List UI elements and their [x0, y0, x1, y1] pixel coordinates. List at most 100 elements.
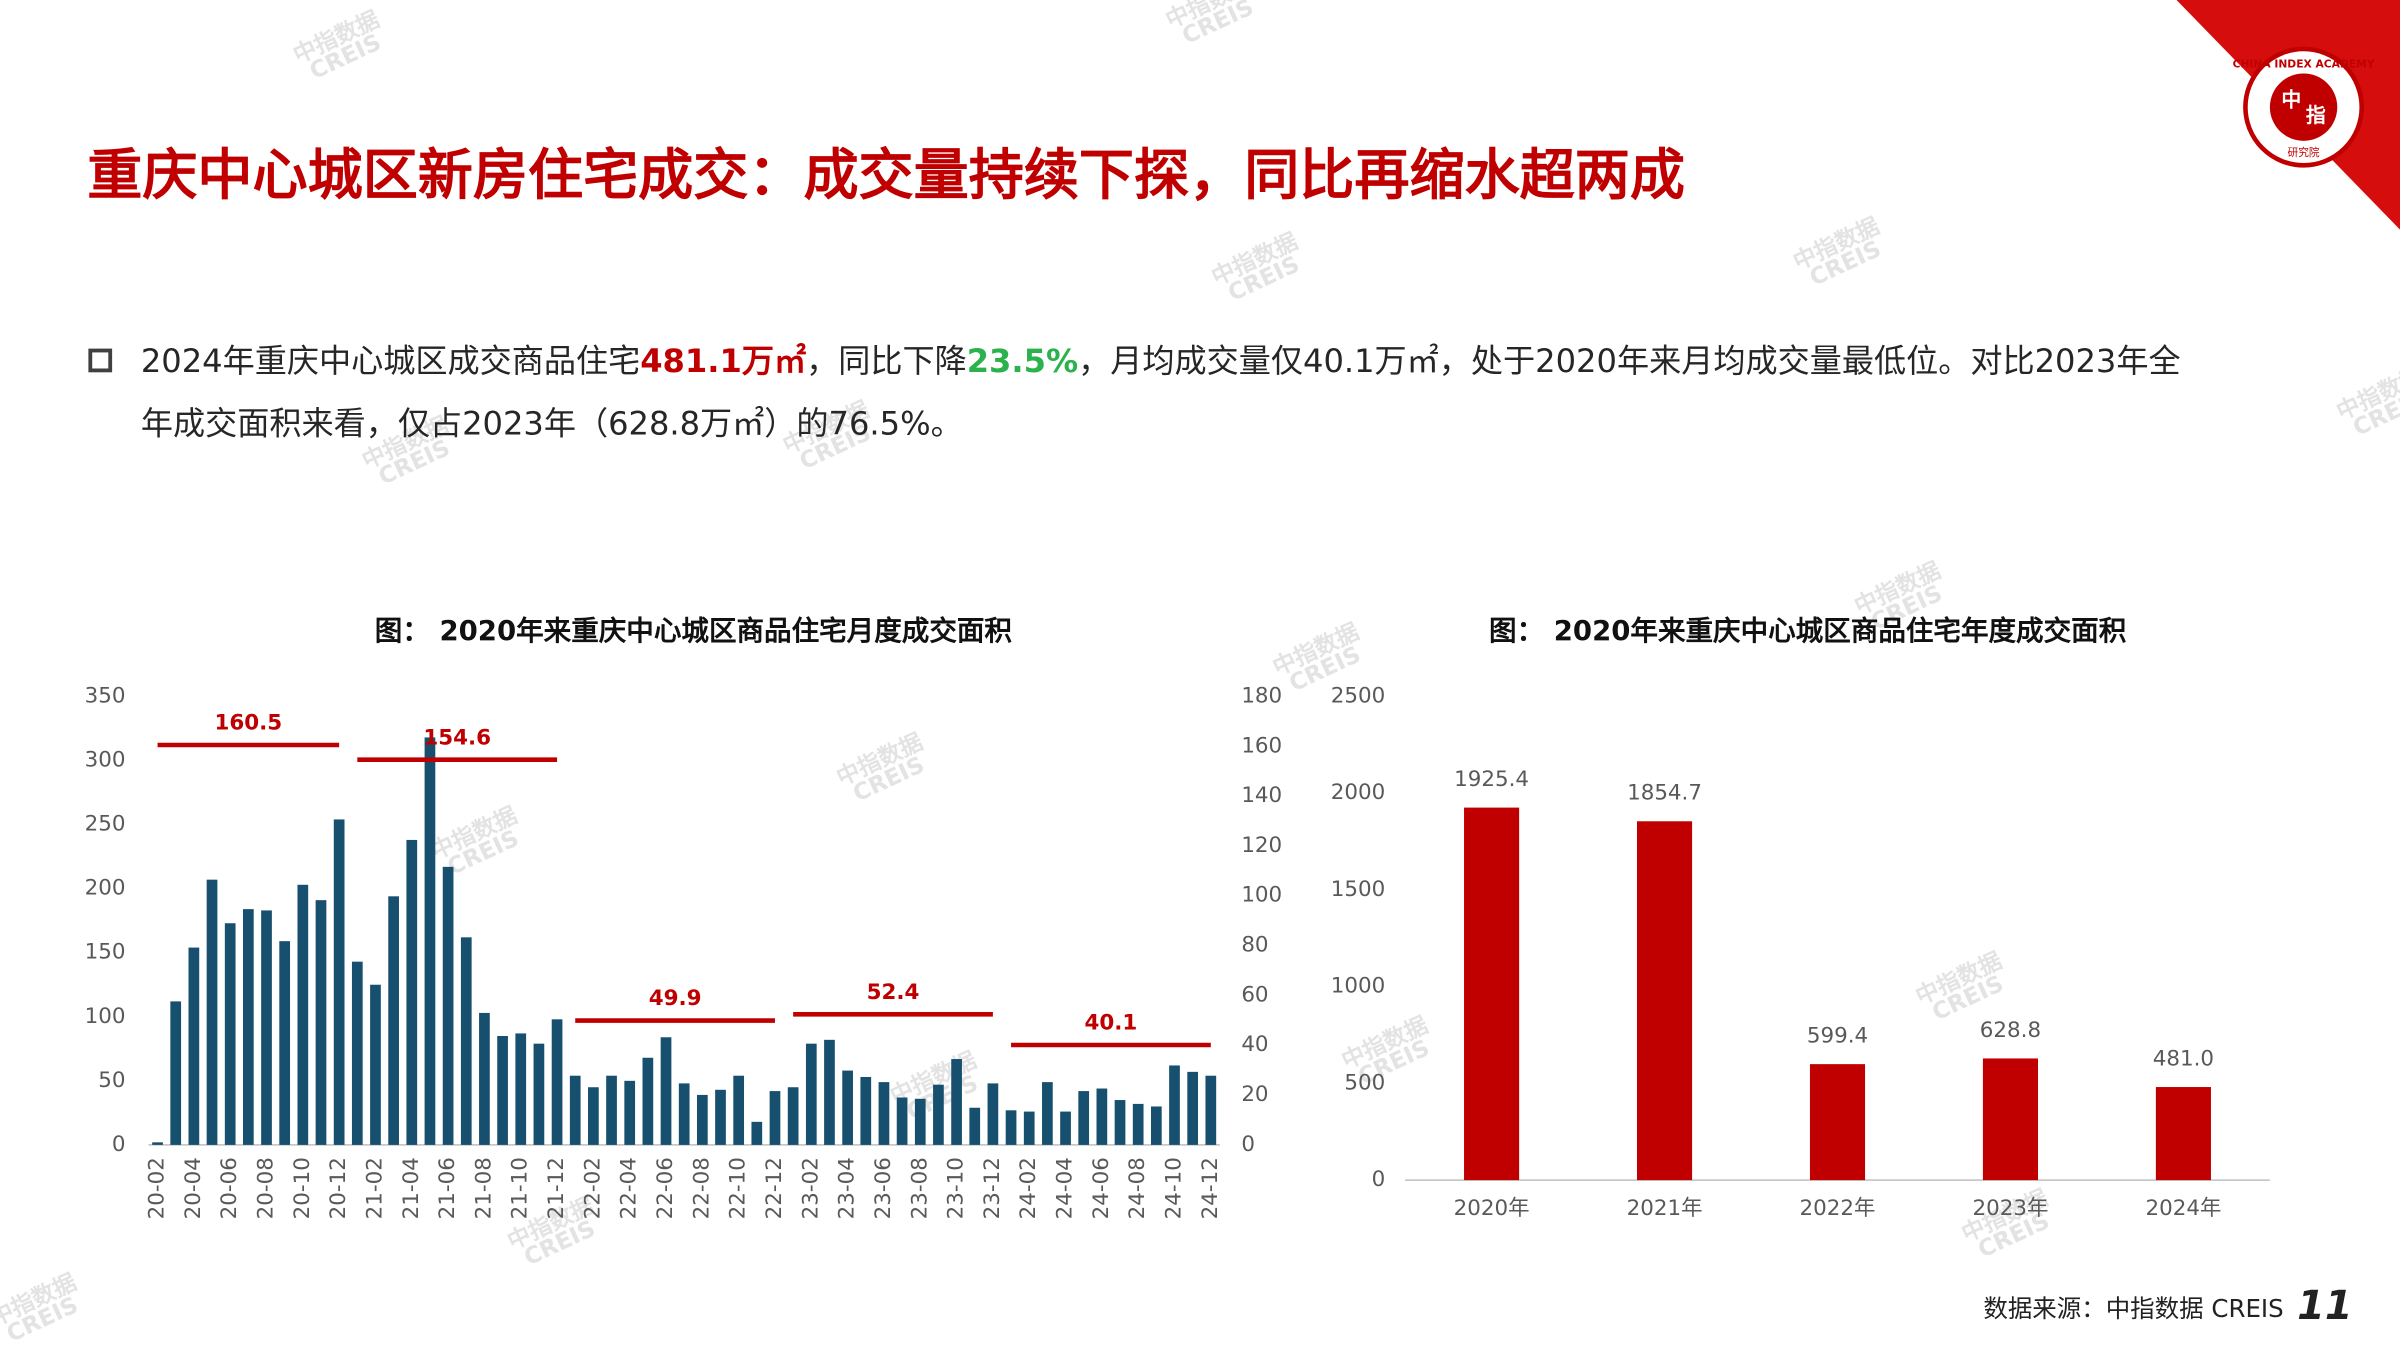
y2-tick-label: 60: [1241, 982, 1268, 1007]
y-tick-label: 250: [85, 812, 126, 837]
y2-tick-label: 80: [1241, 933, 1268, 958]
y-tick-label: 1500: [1331, 877, 1385, 902]
y-tick-label: 500: [1344, 1070, 1385, 1095]
bar: [606, 1075, 617, 1145]
bar: [678, 1083, 690, 1145]
x-tick-label: 22-12: [762, 1157, 787, 1219]
bar: [715, 1089, 726, 1145]
bar: [1205, 1075, 1217, 1145]
logo-right: 指: [2306, 104, 2326, 127]
bar: [370, 984, 381, 1145]
page-number: 11: [2297, 1283, 2352, 1329]
bar: [1809, 1064, 1866, 1181]
y-tick-label: 2500: [1331, 683, 1385, 708]
x-tick-label: 24-04: [1053, 1157, 1078, 1219]
x-tick-label: 20-10: [290, 1157, 315, 1219]
bar: [1005, 1110, 1017, 1145]
x-tick-label: 24-10: [1161, 1157, 1186, 1219]
y2-tick-label: 20: [1241, 1082, 1268, 1107]
text-run: 年成交面积来看，仅占2023年（628.8万㎡）的76.5%。: [141, 405, 963, 443]
x-tick-label: 20-12: [326, 1157, 351, 1219]
bar: [297, 884, 309, 1145]
x-tick-label: 20-08: [254, 1157, 279, 1219]
logo-ring-text: CHINA INDEX ACADEMY: [2233, 57, 2375, 70]
bar: [424, 737, 436, 1145]
data-label: 628.8: [1980, 1018, 2041, 1043]
bar: [1169, 1065, 1180, 1145]
bullet-text: 2024年重庆中心城区成交商品住宅481.1万㎡，同比下降23.5%，月均成交量…: [141, 342, 2181, 443]
y-tick-label: 50: [98, 1068, 125, 1093]
bar: [860, 1076, 872, 1145]
x-tick-label: 20-06: [217, 1157, 242, 1219]
x-tick-label: 22-08: [689, 1157, 714, 1219]
bar: [987, 1083, 999, 1145]
source-note: 数据来源：中指数据 CREIS: [1983, 1294, 2283, 1323]
y-tick-label: 300: [85, 747, 126, 772]
x-tick-label: 2024年: [2145, 1196, 2221, 1221]
x-tick-label: 24-08: [1125, 1157, 1150, 1219]
x-tick-label: 21-12: [544, 1157, 569, 1219]
x-tick-label: 23-04: [835, 1157, 860, 1219]
bar: [442, 866, 454, 1145]
bar: [569, 1075, 581, 1145]
bar: [1114, 1100, 1126, 1145]
bar: [242, 909, 254, 1145]
monthly-chart: 图： 2020年来重庆中心城区商品住宅月度成交面积050100150200250…: [85, 615, 1283, 1219]
bar: [1060, 1111, 1071, 1145]
y-tick-label: 0: [1372, 1167, 1386, 1192]
bar: [751, 1121, 763, 1145]
bar: [824, 1039, 835, 1145]
x-tick-label: 21-08: [471, 1157, 496, 1219]
bar: [551, 1019, 563, 1145]
bar: [624, 1080, 636, 1145]
bar: [1132, 1103, 1144, 1145]
slide-title: 重庆中心城区新房住宅成交：成交量持续下探，同比再缩水超两成: [87, 143, 1685, 207]
bar: [1078, 1091, 1090, 1145]
bullet-marker: [88, 348, 113, 373]
bar: [933, 1084, 944, 1145]
bar: [533, 1043, 545, 1145]
bar: [1636, 821, 1693, 1181]
y2-tick-label: 0: [1241, 1132, 1255, 1157]
data-label: 481.0: [2153, 1046, 2214, 1071]
x-tick-label: 2020年: [1454, 1196, 1530, 1221]
bar: [1187, 1071, 1199, 1145]
data-label: 599.4: [1807, 1024, 1868, 1049]
bar: [333, 819, 345, 1145]
logo-bottom: 研究院: [2288, 146, 2320, 159]
bar: [152, 1142, 163, 1145]
x-tick-label: 24-06: [1089, 1157, 1114, 1219]
x-tick-label: 23-08: [907, 1157, 932, 1219]
x-tick-label: 21-02: [362, 1157, 387, 1219]
bar: [787, 1087, 799, 1145]
data-label: 52.4: [867, 980, 920, 1005]
data-label: 49.9: [649, 986, 702, 1011]
bar: [351, 961, 363, 1145]
bar: [1150, 1106, 1162, 1145]
y2-tick-label: 180: [1241, 683, 1282, 708]
text-run: 481.1万㎡: [640, 342, 806, 380]
bar: [805, 1043, 817, 1145]
x-tick-label: 23-12: [980, 1157, 1005, 1219]
x-tick-label: 22-04: [617, 1157, 642, 1219]
x-tick-label: 2021年: [1627, 1196, 1703, 1221]
bar: [1982, 1058, 2039, 1181]
bar: [388, 896, 399, 1145]
data-label: 40.1: [1085, 1011, 1138, 1036]
y2-tick-label: 140: [1241, 783, 1282, 808]
x-tick-label: 23-02: [798, 1157, 823, 1219]
logo-left: 中: [2281, 89, 2301, 112]
y2-tick-label: 40: [1241, 1032, 1268, 1057]
bar: [696, 1094, 708, 1145]
x-tick-label: 21-10: [508, 1157, 533, 1219]
chart-title: 图： 2020年来重庆中心城区商品住宅月度成交面积: [375, 615, 1013, 647]
x-tick-label: 20-02: [145, 1157, 170, 1219]
y2-tick-label: 100: [1241, 883, 1282, 908]
bar: [1023, 1111, 1035, 1145]
x-tick-label: 2023年: [1973, 1196, 2049, 1221]
bar: [2155, 1087, 2211, 1181]
bar: [878, 1082, 890, 1145]
bar: [460, 937, 472, 1145]
